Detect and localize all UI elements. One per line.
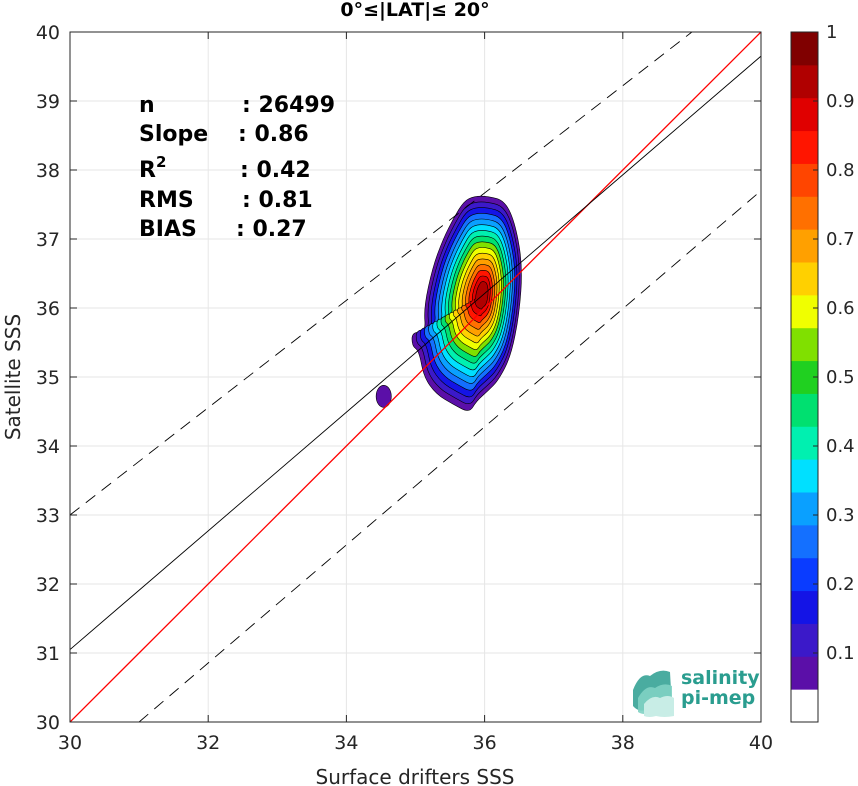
salinity-pi-mep-logo: salinity pi-mep: [633, 667, 760, 717]
y-axis-label: Satellite SSS: [1, 314, 25, 440]
x-tick-label: 38: [611, 732, 635, 754]
y-tick-label: 31: [36, 643, 60, 665]
y-tick-label: 35: [36, 367, 60, 389]
colorbar: 0.1 0.2 0.3 0.4 0.5 0.6 0.7 0.8 0.9 1: [790, 22, 855, 723]
colorbar-segment: [791, 262, 818, 296]
colorbar-segment: [791, 64, 818, 99]
colorbar-segment: [791, 229, 818, 263]
y-tick-label: 33: [36, 505, 60, 527]
colorbar-tick-label: 0.9: [826, 91, 855, 112]
y-tick-label: 34: [36, 436, 60, 458]
y-tick-label: 38: [36, 160, 60, 182]
logo-line2: pi-mep: [681, 687, 755, 709]
colorbar-tick-label: 0.7: [826, 229, 855, 250]
logo-line1: salinity: [681, 667, 760, 689]
density-contours: [375, 195, 522, 411]
stat-label: n: [139, 93, 155, 118]
colorbar-segment: [791, 163, 818, 197]
stat-label: BIAS: [139, 217, 197, 242]
x-tick-label: 30: [58, 732, 82, 754]
lower-bound-line: [138, 190, 761, 722]
x-tick-label: 32: [196, 732, 220, 754]
colorbar-segment: [791, 130, 818, 164]
colorbar-segment: [791, 426, 818, 460]
colorbar-segment: [791, 97, 818, 132]
stat-superscript: 2: [156, 153, 166, 171]
stat-label: RMS: [139, 188, 194, 213]
colorbar-tick-label: 0.8: [826, 160, 855, 181]
colorbar-segment: [791, 590, 818, 624]
colorbar-segment: [791, 393, 818, 427]
x-tick-label: 34: [334, 732, 358, 754]
stat-value: : 0.27: [236, 217, 307, 242]
colorbar-tick-label: 0.1: [826, 643, 855, 664]
x-tick-label: 36: [473, 732, 497, 754]
colorbar-tick-label: 0.4: [826, 436, 855, 457]
axis-ticks: 30 32 34 36 38 40 30 31 32 33 34 35 36 37 38 39 40: [36, 22, 773, 754]
colorbar-tick-label: 0.6: [826, 298, 855, 319]
grid: [69, 31, 762, 723]
y-tick-label: 30: [36, 712, 60, 734]
colorbar-tick-label: 0.3: [826, 505, 855, 526]
stat-value: : 26499: [242, 93, 335, 118]
colorbar-tick-label: 0.2: [826, 574, 855, 595]
colorbar-segment: [791, 492, 818, 526]
regression-line: [70, 55, 761, 650]
colorbar-segment: [791, 623, 818, 657]
y-tick-label: 37: [36, 229, 60, 251]
colorbar-tick-label: 0.5: [826, 367, 855, 388]
colorbar-segment: [791, 656, 818, 690]
stat-value: : 0.86: [238, 122, 309, 147]
y-tick-label: 36: [36, 298, 60, 320]
stat-value: : 0.42: [240, 158, 311, 183]
y-tick-label: 32: [36, 574, 60, 596]
x-axis-label: Surface drifters SSS: [316, 765, 515, 786]
logo-wave-icon: [633, 670, 674, 717]
y-tick-label: 40: [36, 22, 60, 44]
colorbar-segment: [791, 294, 818, 329]
reference-lines: [70, 32, 761, 722]
colorbar-segment: [791, 32, 818, 66]
colorbar-segment: [791, 524, 818, 559]
colorbar-segment: [791, 459, 818, 493]
colorbar-tick-label: 1: [826, 22, 837, 43]
stat-label: Slope: [139, 122, 208, 147]
colorbar-segment: [791, 327, 818, 362]
colorbar-segment: [791, 196, 818, 230]
upper-bound-line: [70, 32, 693, 516]
one-to-one-line: [70, 32, 761, 722]
colorbar-segment: [791, 689, 818, 723]
x-tick-label: 40: [749, 732, 773, 754]
colorbar-segment: [791, 557, 818, 592]
y-tick-label: 39: [36, 91, 60, 113]
secondary-density-blob: [375, 384, 392, 408]
stat-value: : 0.81: [242, 188, 313, 213]
chart-title: 0°≤|LAT|≤ 20°: [340, 0, 489, 21]
density-contour-level: [473, 281, 489, 310]
